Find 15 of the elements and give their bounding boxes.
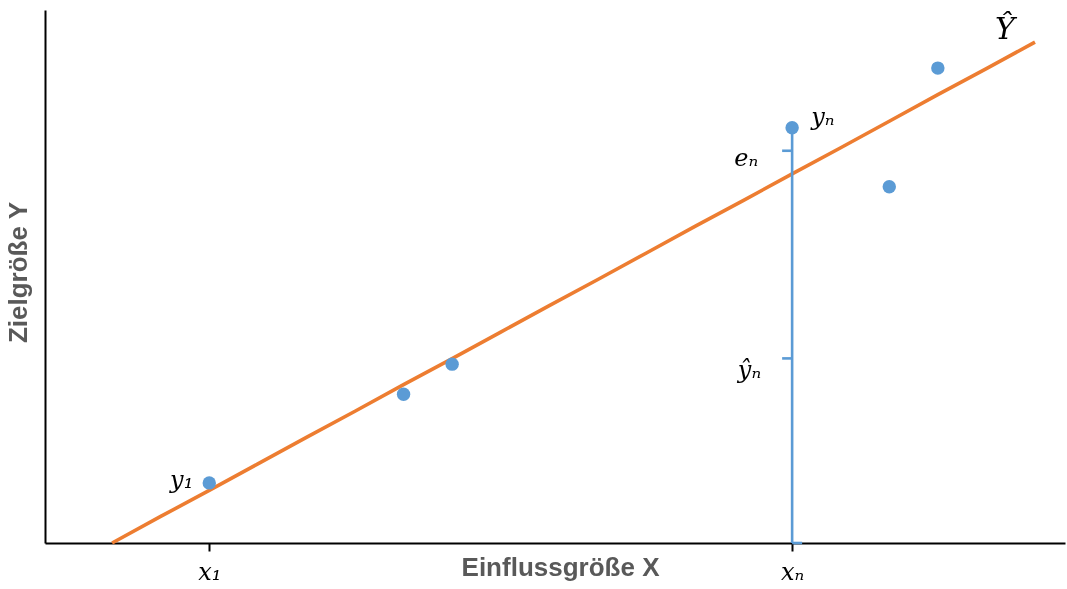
x-tick-label: x₁ [198, 557, 222, 586]
point [445, 357, 459, 371]
annotation: eₙ [734, 143, 759, 172]
annotation: ŷₙ [736, 356, 762, 385]
x-tick-label: xₙ [780, 557, 805, 586]
point [931, 61, 945, 75]
point [396, 387, 411, 401]
annotation: yₙ [810, 102, 835, 131]
annotation: y₁ [169, 465, 194, 494]
series-label: Ŷ [995, 11, 1019, 47]
point [202, 476, 216, 490]
point [882, 180, 896, 194]
point [785, 121, 799, 135]
x-axis-title: Einflussgröße X [461, 551, 661, 582]
y-axis-title: Zielgröße Y [2, 201, 33, 344]
